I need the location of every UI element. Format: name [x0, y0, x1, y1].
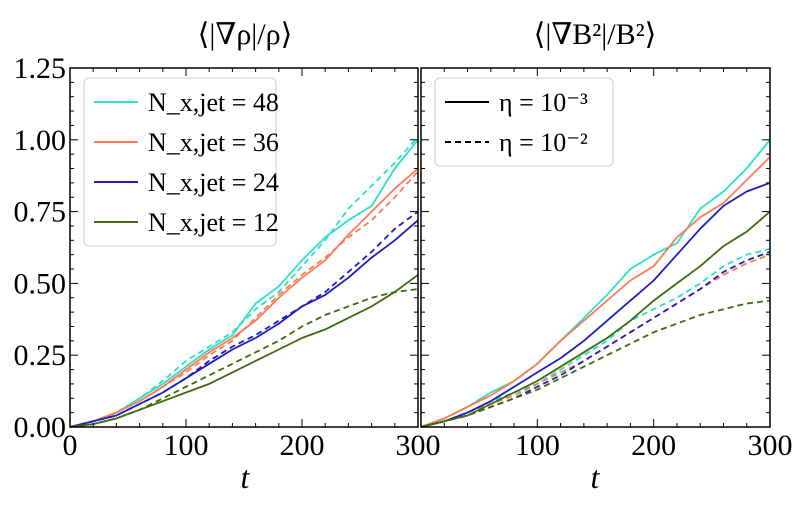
plot-area: 0 100 200 300 0.00 0.25 0.50 0.75 1.00 1.25 N_x,je… [14, 52, 441, 462]
y-tick-label: 0.75 [14, 196, 67, 229]
series-line-5-dashed [69, 210, 419, 428]
y-tick-label: 1.00 [14, 124, 67, 157]
legend-label: N_x,jet = 36 [148, 128, 279, 157]
panel-density-gradient: ⟨|∇ρ|/ρ⟩ 0 100 200 300 0.00 0.25 0.50 0.75 1.00 1… [14, 18, 441, 495]
panel-title: ⟨|∇B²|/B²⟩ [534, 18, 657, 51]
series-line-6-solid [69, 274, 419, 428]
x-tick-label: 0 [63, 429, 78, 462]
legend-label: η = 10⁻³ [499, 88, 588, 117]
series-line-4-solid [420, 182, 771, 428]
legend-box [83, 77, 277, 247]
y-tick-label: 1.25 [14, 52, 67, 85]
x-tick-label: 300 [396, 429, 441, 462]
x-tick-label: 200 [280, 429, 325, 462]
legend-label: N_x,jet = 48 [148, 88, 279, 117]
series-line-0-solid [420, 139, 771, 428]
x-tick-label: 200 [631, 429, 676, 462]
y-tick-label: 0.50 [14, 267, 67, 300]
panel-magnetic-gradient: ⟨|∇B²|/B²⟩ 100 200 300 η = 10⁻³ η = 10⁻² t [420, 18, 793, 495]
legend-label: N_x,jet = 24 [148, 168, 279, 197]
series-line-3-dashed [69, 170, 419, 428]
series-line-3-dashed [420, 253, 771, 428]
legend-label: N_x,jet = 12 [148, 208, 279, 237]
series-line-6-solid [420, 210, 771, 428]
series-line-1-dashed [69, 136, 419, 428]
panel-title: ⟨|∇ρ|/ρ⟩ [198, 18, 293, 51]
legend-label: η = 10⁻² [499, 128, 588, 157]
series-line-4-solid [69, 219, 419, 428]
axes-frame [69, 67, 419, 428]
legend-box [434, 77, 614, 167]
x-axis-label: t [241, 459, 251, 495]
x-tick-label: 100 [515, 429, 560, 462]
series-line-2-solid [420, 156, 771, 428]
series-line-7-dashed [420, 299, 771, 428]
x-tick-label: 100 [164, 429, 209, 462]
y-tick-label: 0.00 [14, 411, 67, 444]
axes-frame [420, 67, 771, 428]
y-tick-label: 0.25 [14, 339, 67, 372]
x-tick-label: 300 [748, 429, 793, 462]
x-axis-label: t [591, 459, 601, 495]
plot-area: 100 200 300 η = 10⁻³ η = 10⁻² [420, 67, 793, 462]
